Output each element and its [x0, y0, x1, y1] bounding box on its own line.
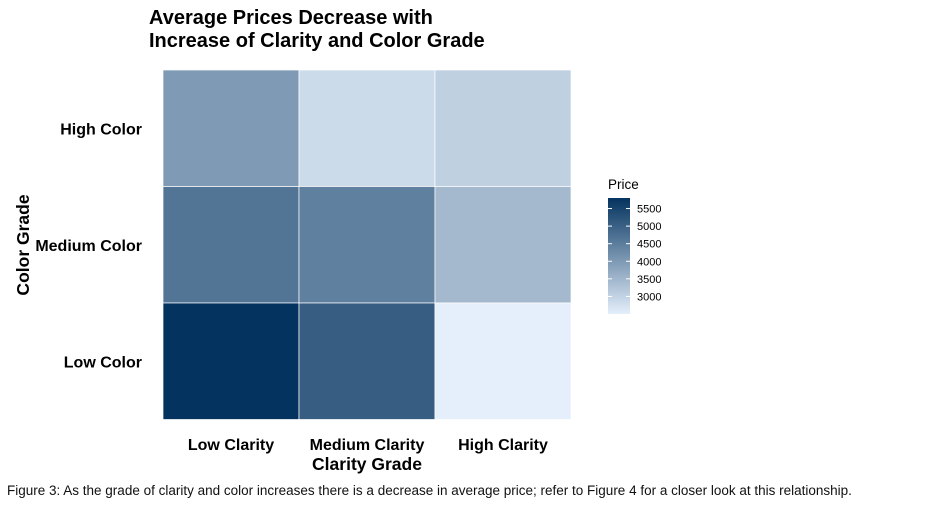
- y-tick-label: High Color: [60, 121, 142, 138]
- chart-title-line-1: Average Prices Decrease with: [149, 7, 433, 29]
- y-tick-label: Low Color: [64, 354, 142, 371]
- heatmap-cell-high-color-medium-clarity: [298, 69, 436, 187]
- legend-tick-label: 3500: [637, 274, 661, 286]
- heatmap-cell-high-color-high-clarity: [434, 69, 572, 187]
- heatmap-chart: Average Prices Decrease with Increase of…: [13, 7, 661, 474]
- legend-title: Price: [608, 177, 639, 192]
- y-axis-title: Color Grade: [13, 194, 33, 295]
- heatmap-cells: [162, 69, 572, 420]
- legend-ticks: 5500 5000 4500 4000 3500 3000: [608, 204, 661, 303]
- legend-tick-label: 3000: [637, 291, 661, 303]
- heatmap-cell-medium-color-medium-clarity: [298, 186, 436, 304]
- x-tick-label: High Clarity: [458, 437, 548, 454]
- heatmap-cell-low-color-high-clarity: [434, 302, 572, 420]
- heatmap-cell-low-color-low-clarity: [162, 302, 300, 420]
- legend-colorbar: [608, 198, 630, 314]
- legend-tick-label: 4500: [637, 239, 661, 251]
- x-axis-title: Clarity Grade: [312, 454, 422, 474]
- legend-tick-label: 5000: [637, 221, 661, 233]
- heatmap-cell-medium-color-high-clarity: [434, 186, 572, 304]
- color-legend: Price 5500 5000 4500 4000 3500 3000: [608, 177, 661, 314]
- x-tick-label: Low Clarity: [188, 437, 274, 454]
- x-axis-ticks: Low Clarity Medium Clarity High Clarity: [188, 437, 548, 454]
- chart-title-line-2: Increase of Clarity and Color Grade: [149, 30, 485, 52]
- x-tick-label: Medium Clarity: [310, 437, 425, 454]
- legend-tick-label: 5500: [637, 204, 661, 216]
- heatmap-cell-high-color-low-clarity: [162, 69, 300, 187]
- heatmap-cell-medium-color-low-clarity: [162, 186, 300, 304]
- figure-caption: Figure 3: As the grade of clarity and co…: [7, 483, 852, 498]
- y-axis-ticks: High Color Medium Color Low Color: [35, 121, 142, 371]
- legend-tick-label: 4000: [637, 256, 661, 268]
- y-tick-label: Medium Color: [35, 238, 142, 255]
- heatmap-cell-low-color-medium-clarity: [298, 302, 436, 420]
